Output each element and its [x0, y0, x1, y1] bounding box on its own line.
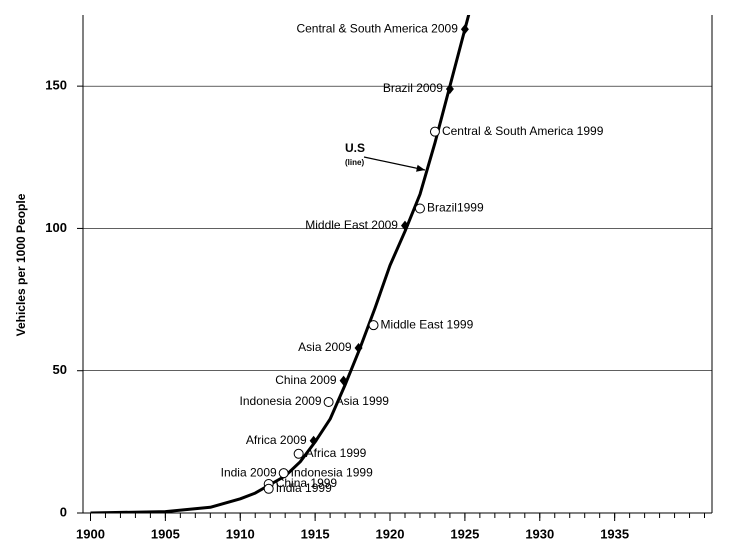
diamond-marker: [309, 435, 318, 446]
x-tick-label: 1930: [525, 526, 554, 541]
point-label: Middle East 2009: [305, 218, 398, 232]
x-tick-label: 1910: [226, 526, 255, 541]
y-tick-label: 0: [60, 504, 67, 519]
point-label: India 2009: [221, 465, 277, 479]
point-label: Africa 2009: [246, 433, 307, 447]
point-label: Asia 1999: [336, 394, 390, 408]
us-line: [90, 15, 471, 513]
circle-marker: [293, 448, 304, 459]
y-tick-label: 150: [45, 78, 67, 93]
point-label: China 2009: [275, 373, 337, 387]
annotation-subtitle: (line): [345, 158, 364, 167]
x-tick-label: 1915: [301, 526, 330, 541]
y-tick-label: 50: [53, 362, 67, 377]
point-label: Central & South America 2009: [296, 21, 458, 35]
point-label: Africa 1999: [306, 446, 367, 460]
point-label: Asia 2009: [298, 340, 352, 354]
annotation-arrow: [363, 156, 426, 172]
point-label: Indonesia 2009: [240, 394, 322, 408]
annotation-title: U.S: [345, 141, 365, 155]
y-tick-label: 100: [45, 220, 67, 235]
x-tick-label: 1905: [151, 526, 180, 541]
point-label: Brazil1999: [427, 201, 484, 215]
circle-marker: [414, 203, 425, 214]
diamond-marker: [354, 342, 363, 353]
point-label: Indonesia 1999: [291, 465, 373, 479]
x-tick-label: 1925: [450, 526, 479, 541]
x-tick-label: 1920: [376, 526, 405, 541]
circle-marker: [323, 397, 334, 408]
circle-marker: [263, 483, 274, 494]
point-label: Central & South America 1999: [442, 124, 604, 138]
circle-marker: [278, 468, 289, 479]
diamond-marker: [400, 220, 409, 231]
circle-marker: [429, 126, 440, 137]
x-tick-label: 1900: [76, 526, 105, 541]
point-label: China 1999: [276, 476, 338, 490]
point-label: India 1999: [276, 481, 332, 495]
diamond-marker: [339, 375, 348, 386]
diamond-marker: [445, 83, 454, 94]
point-label: Middle East 1999: [381, 317, 474, 331]
y-axis-label: Vehicles per 1000 People: [14, 193, 28, 336]
x-tick-label: 1935: [600, 526, 629, 541]
circle-marker: [368, 320, 379, 331]
point-label: Brazil 2009: [383, 81, 443, 95]
diamond-marker: [460, 24, 469, 35]
